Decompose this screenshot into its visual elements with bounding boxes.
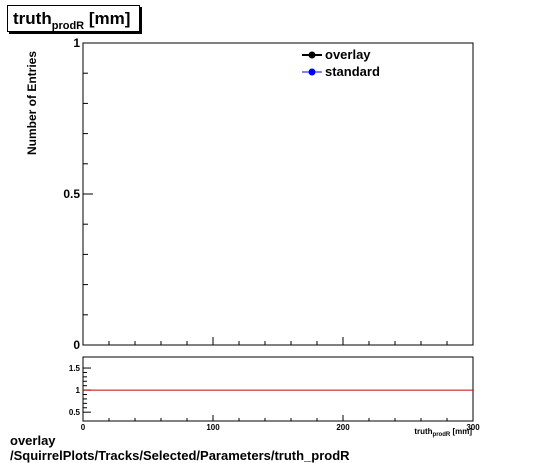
x-axis-title: truthprodR [mm] (414, 427, 472, 438)
main-y-tick-label: 0.5 (63, 187, 80, 201)
chart-title: truthprodR [mm] (7, 5, 140, 32)
main-plot-frame (82, 42, 474, 346)
footer-line-1: overlay (10, 433, 56, 448)
main-y-tick-label: 0 (73, 338, 80, 352)
ratio-x-tick-label: 100 (206, 423, 220, 432)
title-subscript: prodR (51, 20, 85, 32)
ratio-axis-ticks: 0.5 1 1.5 0 100 200 300 (69, 364, 480, 432)
main-axis-ticks: 00.51 (63, 36, 474, 352)
footer-line-2: /SquirrelPlots/Tracks/Selected/Parameter… (10, 448, 350, 463)
legend-standard-marker (308, 68, 316, 76)
ratio-y-tick-label: 0.5 (69, 408, 81, 417)
title-unit: [mm] (88, 9, 131, 28)
ratio-x-tick-label: 0 (81, 423, 86, 432)
ratio-y-tick-label: 1.5 (69, 364, 81, 373)
footer-path: overlay /SquirrelPlots/Tracks/Selected/P… (10, 433, 350, 463)
ratio-plot-frame (82, 356, 474, 422)
main-y-tick-label: 1 (73, 36, 80, 50)
ratio-x-tick-label: 300 (466, 423, 480, 432)
legend-standard-label: standard (325, 64, 380, 79)
ratio-y-tick-label: 1 (76, 386, 81, 395)
x-axis-title-sub: prodR (433, 432, 451, 438)
legend-overlay-label: overlay (325, 47, 371, 62)
ratio-x-tick-label: 200 (336, 423, 350, 432)
x-axis-title-main: truth (414, 427, 432, 436)
legend-overlay-marker (308, 51, 316, 59)
x-axis-title-unit: [mm] (450, 427, 472, 436)
y-axis-title: Number of Entries (25, 51, 39, 155)
legend: overlay standard (302, 47, 380, 79)
title-main: truth (13, 9, 52, 28)
